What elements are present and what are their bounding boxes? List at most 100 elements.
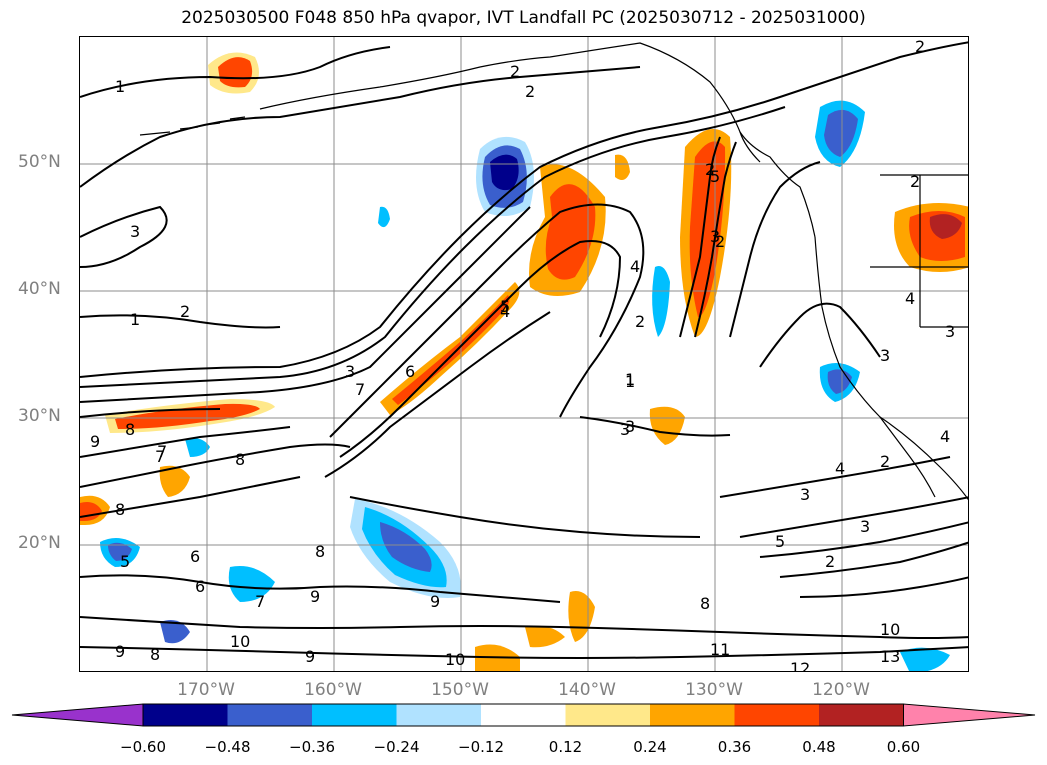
colorbar-outline <box>142 703 904 727</box>
colorbar-tick-label: −0.24 <box>373 738 420 756</box>
contour-label: 7 <box>255 592 265 611</box>
contour-label: 5 <box>500 297 510 316</box>
colorbar-segment <box>650 704 735 726</box>
colorbar-tick-label: −0.48 <box>204 738 251 756</box>
shade-positive <box>525 625 565 648</box>
contour-line <box>719 456 951 498</box>
lon-label-130w: 130°W <box>685 680 743 700</box>
shade-positive <box>615 154 630 181</box>
shade-positive <box>649 406 685 445</box>
contour-line <box>729 161 821 338</box>
contour-label: 5 <box>775 532 785 551</box>
contour-line <box>80 106 786 388</box>
contour-label: 8 <box>315 542 325 561</box>
contour-line <box>694 141 737 338</box>
contour-line <box>80 443 351 488</box>
map-title: 2025030500 F048 850 hPa qvapor, IVT Land… <box>181 8 866 28</box>
contour-label: 2 <box>705 160 715 179</box>
ivt-contours <box>80 41 968 659</box>
contour-label: 9 <box>430 592 440 611</box>
colorbar-tick-label: −0.60 <box>120 738 166 756</box>
shade-positive <box>115 403 260 429</box>
contour-label: 9 <box>90 432 100 451</box>
colorbar-extend-low <box>11 703 144 727</box>
contour-label: 4 <box>630 257 640 276</box>
contour-label: 8 <box>125 420 135 439</box>
contour-line <box>80 646 968 659</box>
contour-label: 3 <box>620 420 630 439</box>
shade-negative <box>490 154 519 191</box>
colorbar-tick-label: 0.36 <box>717 738 752 756</box>
shade-negative <box>380 522 432 572</box>
contour-label: 3 <box>860 517 870 536</box>
baja <box>879 416 936 498</box>
shade-negative <box>108 542 132 561</box>
contour-label: 6 <box>195 577 205 596</box>
shade-negative <box>185 438 210 457</box>
contour-label: 2 <box>715 232 725 251</box>
colorbar <box>11 703 1036 727</box>
contour-label: 3 <box>945 322 955 341</box>
contour-label: 4 <box>500 302 510 321</box>
shade-positive <box>689 141 726 317</box>
contour-line <box>80 408 221 418</box>
contour-label: 2 <box>915 37 925 56</box>
contour-label: 3 <box>880 346 890 365</box>
lon-label-170w: 170°W <box>177 680 235 700</box>
colorbar-segment <box>143 704 228 726</box>
contour-label: 9 <box>305 647 315 666</box>
contour-line <box>779 541 968 578</box>
contour-line <box>80 574 561 603</box>
contour-label: 12 <box>790 659 810 672</box>
contour-label: 4 <box>940 427 950 446</box>
lat-label-30n: 30°N <box>18 406 61 426</box>
contour-line <box>579 416 731 437</box>
colorbar-segment <box>734 704 820 726</box>
lat-label-20n: 20°N <box>18 533 61 553</box>
contour-label: 2 <box>910 172 920 191</box>
contour-line <box>80 41 968 378</box>
lon-label-120w: 120°W <box>812 680 870 700</box>
contour-line <box>80 206 531 403</box>
state-line <box>870 175 968 328</box>
shade-negative <box>228 566 275 602</box>
colorbar-segment <box>227 704 313 726</box>
colorbar-segment <box>481 704 566 726</box>
shade-negative <box>378 206 390 228</box>
contour-label: 2 <box>880 452 890 471</box>
contour-label: 8 <box>150 645 160 664</box>
contour-line <box>679 136 721 338</box>
contour-label: 5 <box>120 552 130 571</box>
contour-line <box>339 240 622 458</box>
colorbar-segment <box>819 704 904 726</box>
shade-negative <box>160 619 190 644</box>
contour-label: 8 <box>235 450 245 469</box>
contour-label: 1 <box>130 310 140 329</box>
contour-label: 8 <box>115 500 125 519</box>
contour-label: 1 <box>625 372 635 391</box>
contour-line <box>324 311 551 478</box>
contour-label: 10 <box>230 632 250 651</box>
shade-positive <box>159 465 190 497</box>
contour-label: 3 <box>625 417 635 436</box>
contour-label: 3 <box>345 362 355 381</box>
contour-label: 2 <box>825 552 835 571</box>
contour-label: 4 <box>905 289 915 308</box>
contour-label: 3 <box>800 485 810 504</box>
map-plot-area[interactable]: 2 1 2 3 2 1 2 5 3 2 1 2 3 4 5 4 3 6 7 8 9 8 7 8 6 5 9 8 6 9 10 7 7 8 9 10 8 9… <box>79 36 969 672</box>
shade-positive <box>392 295 510 405</box>
contour-label: 9 <box>115 642 125 661</box>
colorbar-segment <box>312 704 397 726</box>
contour-label: 7 <box>155 447 165 466</box>
colorbar-tick-label: 0.60 <box>886 738 921 756</box>
contour-line <box>349 496 701 538</box>
lat-lon-grid <box>80 37 968 671</box>
contour-label: 10 <box>445 650 465 669</box>
contour-label: 2 <box>510 62 520 81</box>
contour-label: 8 <box>700 594 710 613</box>
coastlines <box>139 42 968 501</box>
contour-label: 1 <box>625 370 635 389</box>
contour-label: 1 <box>115 77 125 96</box>
contour-label: 6 <box>405 362 415 381</box>
shade-negative <box>652 266 670 337</box>
